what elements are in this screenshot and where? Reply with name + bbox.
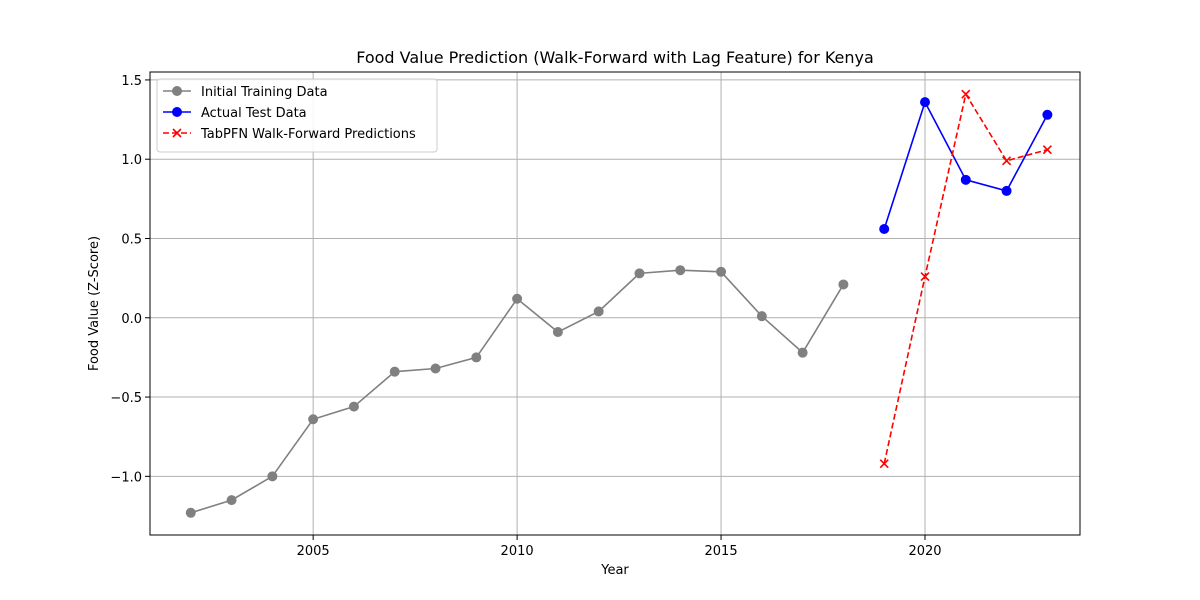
y-tick-label: 1.0 [121, 153, 142, 168]
y-tick-label: −0.5 [110, 391, 142, 406]
legend-item: Actual Test Data [163, 106, 307, 121]
data-point [1002, 156, 1012, 166]
data-point [389, 366, 400, 377]
y-tick-label: −1.0 [110, 470, 142, 485]
ticks: 2005 2010 2015 2020 −1.0 −0.5 0.0 0.5 1.0 1.5 [110, 74, 941, 559]
chart-title: Food Value Prediction (Walk-Forward with… [356, 48, 874, 67]
plot-frame [149, 71, 1081, 536]
series-layer [185, 89, 1053, 518]
data-point [185, 507, 196, 518]
data-point [593, 306, 604, 317]
y-tick-label: 0.0 [121, 312, 142, 327]
legend-marker [172, 86, 182, 96]
data-point [348, 401, 359, 412]
y-axis-title: Food Value (Z-Score) [87, 236, 102, 371]
y-tick-label: 0.5 [121, 232, 142, 247]
data-point [308, 414, 319, 425]
data-point [797, 347, 808, 358]
x-tick-label: 2010 [501, 544, 534, 559]
data-point [920, 97, 930, 108]
data-point [716, 266, 727, 277]
data-point [879, 459, 889, 469]
legend-label: Actual Test Data [201, 106, 307, 121]
data-point [471, 352, 482, 363]
legend-item: Initial Training Data [163, 85, 328, 100]
series-initial-training-data [185, 265, 849, 518]
x-axis-title: Year [600, 563, 629, 578]
data-point [838, 279, 849, 290]
legend: Initial Training Data Actual Test Data Tab… [156, 78, 438, 153]
legend-label: Initial Training Data [201, 85, 328, 100]
data-point [1042, 145, 1052, 155]
series-tabpfn-walk-forward-predictions [879, 89, 1052, 469]
legend-marker [172, 107, 182, 117]
data-point [920, 271, 930, 282]
data-point [512, 293, 523, 304]
data-point [267, 471, 278, 482]
data-point [879, 223, 890, 234]
y-tick-label: 1.5 [121, 74, 142, 89]
series-actual-test-data [879, 97, 1053, 234]
data-point [430, 363, 441, 374]
data-point [1001, 185, 1012, 196]
data-point [960, 174, 971, 185]
data-point [634, 268, 645, 279]
x-tick-label: 2015 [705, 544, 738, 559]
data-point [226, 495, 237, 506]
legend-marker [172, 128, 182, 138]
data-point [756, 311, 767, 322]
x-tick-label: 2020 [908, 544, 941, 559]
x-tick-label: 2005 [297, 544, 330, 559]
legend-label: TabPFN Walk-Forward Predictions [200, 127, 416, 142]
data-point [961, 89, 971, 99]
legend-box [156, 78, 438, 153]
data-point [1042, 109, 1053, 120]
data-point [552, 327, 563, 338]
data-point [675, 265, 686, 276]
legend-item: TabPFN Walk-Forward Predictions [163, 127, 416, 142]
